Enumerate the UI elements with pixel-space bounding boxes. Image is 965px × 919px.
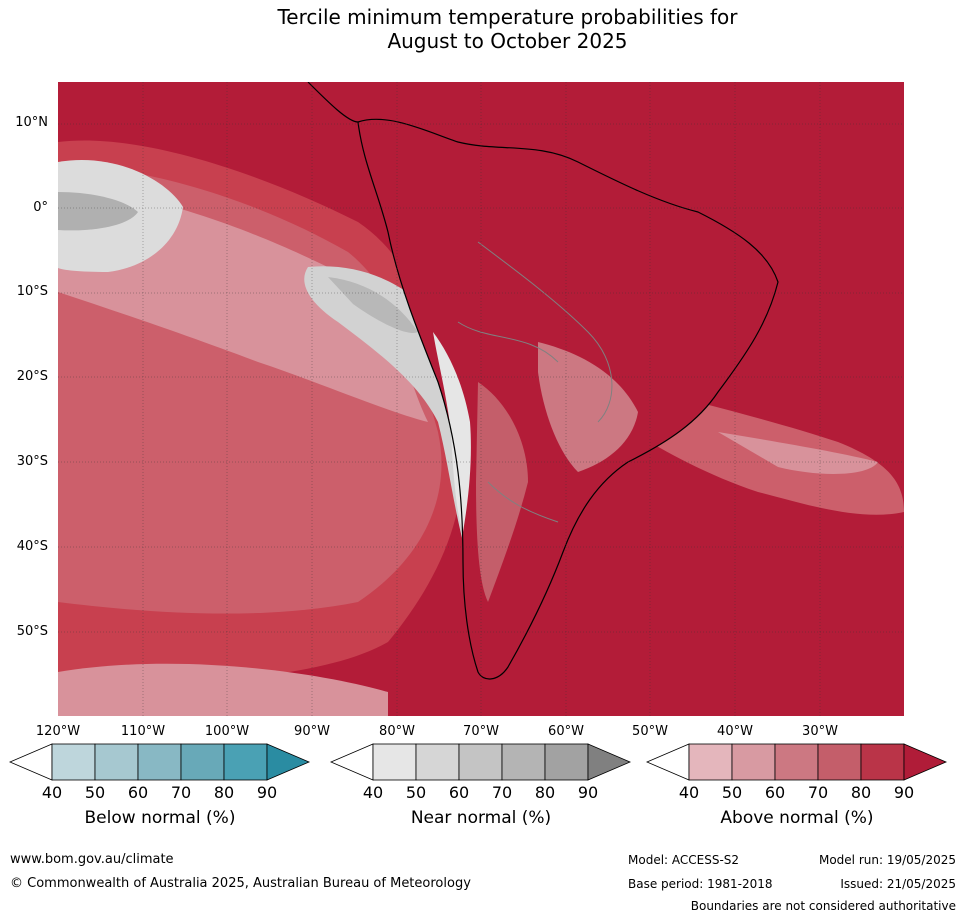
colorbar-segment — [180, 743, 225, 781]
lon-label-110w: 110°W — [120, 724, 166, 739]
colorbar-segment — [860, 743, 905, 781]
colorbar-segment — [372, 743, 417, 781]
colorbar-extend-low — [645, 743, 690, 781]
colorbar-extend-high — [266, 743, 311, 781]
colorbar-tick-label: 90 — [893, 783, 915, 802]
colorbar-segment — [731, 743, 776, 781]
lat-label-20s: 20°S — [16, 369, 48, 384]
model-text: Model: ACCESS-S2 — [628, 853, 740, 867]
colorbar-tick-label: 90 — [577, 783, 599, 802]
colorbar-tick-label: 70 — [807, 783, 829, 802]
lon-label-60w: 60°W — [548, 724, 584, 739]
lat-label-0: 0° — [33, 200, 48, 215]
lon-label-40w: 40°W — [717, 724, 753, 739]
colorbar-tick-label: 70 — [170, 783, 192, 802]
copyright-text: © Commonwealth of Australia 2025, Austra… — [10, 876, 471, 891]
colorbar-extend-low — [8, 743, 53, 781]
colorbar-segment — [774, 743, 819, 781]
country-border-2 — [457, 321, 559, 363]
colorbar-tick-label: 60 — [127, 783, 149, 802]
central-america-coastline — [307, 82, 359, 123]
colorbar-segment — [688, 743, 733, 781]
near-normal-west-core — [58, 192, 138, 231]
colorbar-title-below: Below normal (%) — [84, 808, 236, 828]
lon-label-70w: 70°W — [463, 724, 499, 739]
lat-label-40s: 40°S — [16, 539, 48, 554]
colorbar-segment — [458, 743, 503, 781]
colorbar-segment — [137, 743, 182, 781]
lat-label-50s: 50°S — [16, 624, 48, 639]
website-link[interactable]: www.bom.gov.au/climate — [10, 852, 174, 867]
colorbar-tick-label: 70 — [491, 783, 513, 802]
lon-label-100w: 100°W — [204, 724, 250, 739]
colorbar-title-near: Near normal (%) — [410, 808, 552, 828]
lon-label-50w: 50°W — [632, 724, 668, 739]
lat-label-30s: 30°S — [16, 454, 48, 469]
probability-map — [58, 82, 904, 716]
title-line-2: August to October 2025 — [387, 29, 628, 53]
colorbar-tick-label: 40 — [678, 783, 700, 802]
colorbar-above-normal — [645, 743, 948, 781]
colorbar-tick-label: 80 — [850, 783, 872, 802]
southern-strip — [58, 663, 388, 716]
lat-label-10s: 10°S — [16, 284, 48, 299]
colorbar-tick-label: 50 — [721, 783, 743, 802]
colorbar-near-normal — [329, 743, 632, 781]
colorbar-tick-label: 40 — [41, 783, 63, 802]
colorbar-segment — [415, 743, 460, 781]
lon-label-30w: 30°W — [802, 724, 838, 739]
near-normal-coastal-core — [328, 277, 418, 333]
title-line-1: Tercile minimum temperature probabilitie… — [277, 5, 738, 29]
continent-interior-light — [538, 342, 638, 472]
colorbar-segment — [94, 743, 139, 781]
lon-label-80w: 80°W — [379, 724, 415, 739]
colorbar-segment — [223, 743, 268, 781]
colorbar-tick-label: 50 — [405, 783, 427, 802]
atlantic-band-2 — [718, 432, 878, 474]
colorbar-tick-label: 90 — [256, 783, 278, 802]
country-border-1 — [477, 241, 613, 423]
model-run-text: Model run: 19/05/2025 — [818, 853, 956, 867]
map-title: Tercile minimum temperature probabilitie… — [0, 5, 965, 53]
colorbar-segment — [501, 743, 546, 781]
base-period-text: Base period: 1981-2018 — [628, 877, 773, 891]
continent-coastline — [357, 118, 779, 680]
colorbar-below-normal — [8, 743, 311, 781]
country-border-3 — [487, 481, 559, 523]
colorbar-extend-high — [587, 743, 632, 781]
colorbar-segment — [544, 743, 589, 781]
colorbar-tick-label: 80 — [534, 783, 556, 802]
colorbar-tick-label: 40 — [362, 783, 384, 802]
colorbar-extend-high — [903, 743, 948, 781]
colorbar-tick-label: 80 — [213, 783, 235, 802]
colorbar-title-above: Above normal (%) — [720, 808, 874, 828]
colorbar-tick-label: 60 — [448, 783, 470, 802]
colorbar-tick-label: 50 — [84, 783, 106, 802]
lon-label-120w: 120°W — [35, 724, 81, 739]
map-svg — [58, 82, 904, 716]
lon-label-90w: 90°W — [294, 724, 330, 739]
graticule — [58, 82, 904, 716]
colorbar-segment — [817, 743, 862, 781]
colorbar-tick-label: 60 — [764, 783, 786, 802]
disclaimer-text: Boundaries are not considered authoritat… — [690, 899, 956, 913]
issued-text: Issued: 21/05/2025 — [840, 877, 956, 891]
lat-label-10n: 10°N — [15, 115, 48, 130]
colorbars-svg — [8, 743, 948, 781]
colorbar-extend-low — [329, 743, 374, 781]
continent-central-band — [476, 382, 528, 602]
colorbar-segment — [51, 743, 96, 781]
